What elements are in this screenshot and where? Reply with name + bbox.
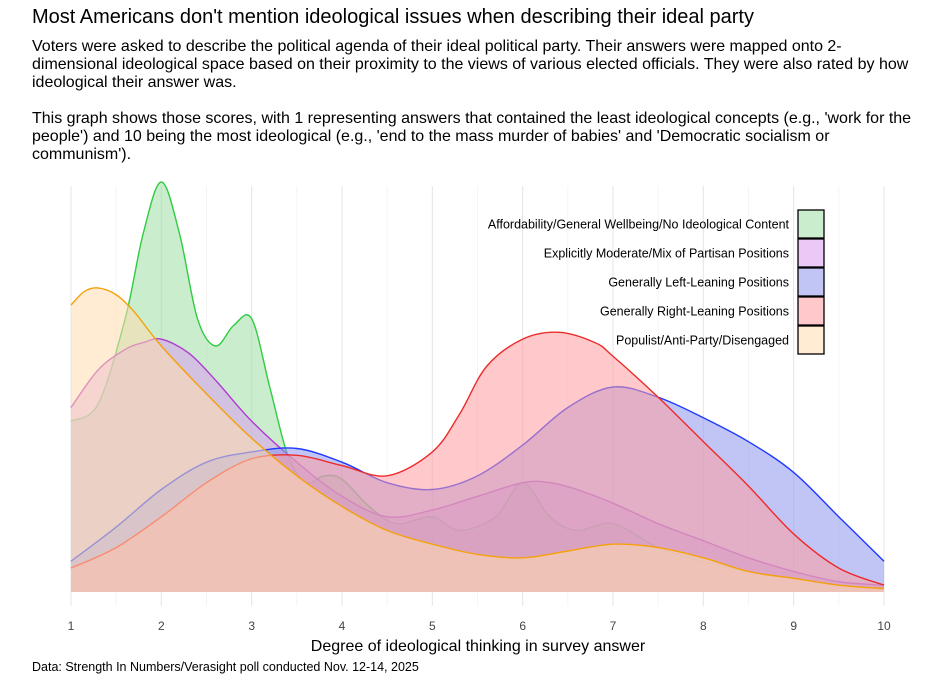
legend-label: Populist/Anti-Party/Disengaged xyxy=(616,334,789,348)
x-tick-label: 10 xyxy=(877,619,891,633)
chart-subtitle: Voters were asked to describe the politi… xyxy=(32,38,912,163)
legend-item-1: Affordability/General Wellbeing/No Ideol… xyxy=(488,209,825,239)
x-tick-label: 9 xyxy=(790,619,797,633)
x-axis-label: Degree of ideological thinking in survey… xyxy=(311,638,646,655)
legend-swatch xyxy=(797,209,825,239)
legend-swatch xyxy=(797,296,825,326)
x-tick-label: 4 xyxy=(339,619,346,633)
legend-swatch xyxy=(797,238,825,268)
x-tick-label: 2 xyxy=(158,619,165,633)
legend-label: Affordability/General Wellbeing/No Ideol… xyxy=(488,218,790,232)
x-tick-label: 5 xyxy=(429,619,436,633)
legend-label: Generally Left-Leaning Positions xyxy=(608,276,789,290)
legend-item-3: Generally Left-Leaning Positions xyxy=(608,267,825,297)
legend-item-4: Generally Right-Leaning Positions xyxy=(600,296,825,326)
density-area-fill xyxy=(71,287,884,592)
density-areas xyxy=(70,181,885,592)
x-tick-label: 3 xyxy=(248,619,255,633)
legend-label: Explicitly Moderate/Mix of Partisan Posi… xyxy=(544,247,789,261)
x-tick-label: 6 xyxy=(519,619,526,633)
legend: Affordability/General Wellbeing/No Ideol… xyxy=(488,209,825,355)
x-axis-ticks: 1 2 3 4 5 6 7 8 9 10 xyxy=(68,619,891,633)
x-tick-label: 8 xyxy=(700,619,707,633)
legend-label: Generally Right-Leaning Positions xyxy=(600,305,789,319)
legend-swatch xyxy=(797,267,825,297)
x-tick-label: 1 xyxy=(68,619,75,633)
legend-item-2: Explicitly Moderate/Mix of Partisan Posi… xyxy=(544,238,825,268)
legend-swatch xyxy=(797,325,825,355)
chart-title: Most Americans don't mention ideological… xyxy=(32,6,754,28)
legend-item-5: Populist/Anti-Party/Disengaged xyxy=(616,325,825,355)
data-source-caption: Data: Strength In Numbers/Verasight poll… xyxy=(32,660,419,674)
density-series-5 xyxy=(70,287,885,592)
density-outline xyxy=(70,287,885,590)
x-tick-label: 7 xyxy=(610,619,617,633)
